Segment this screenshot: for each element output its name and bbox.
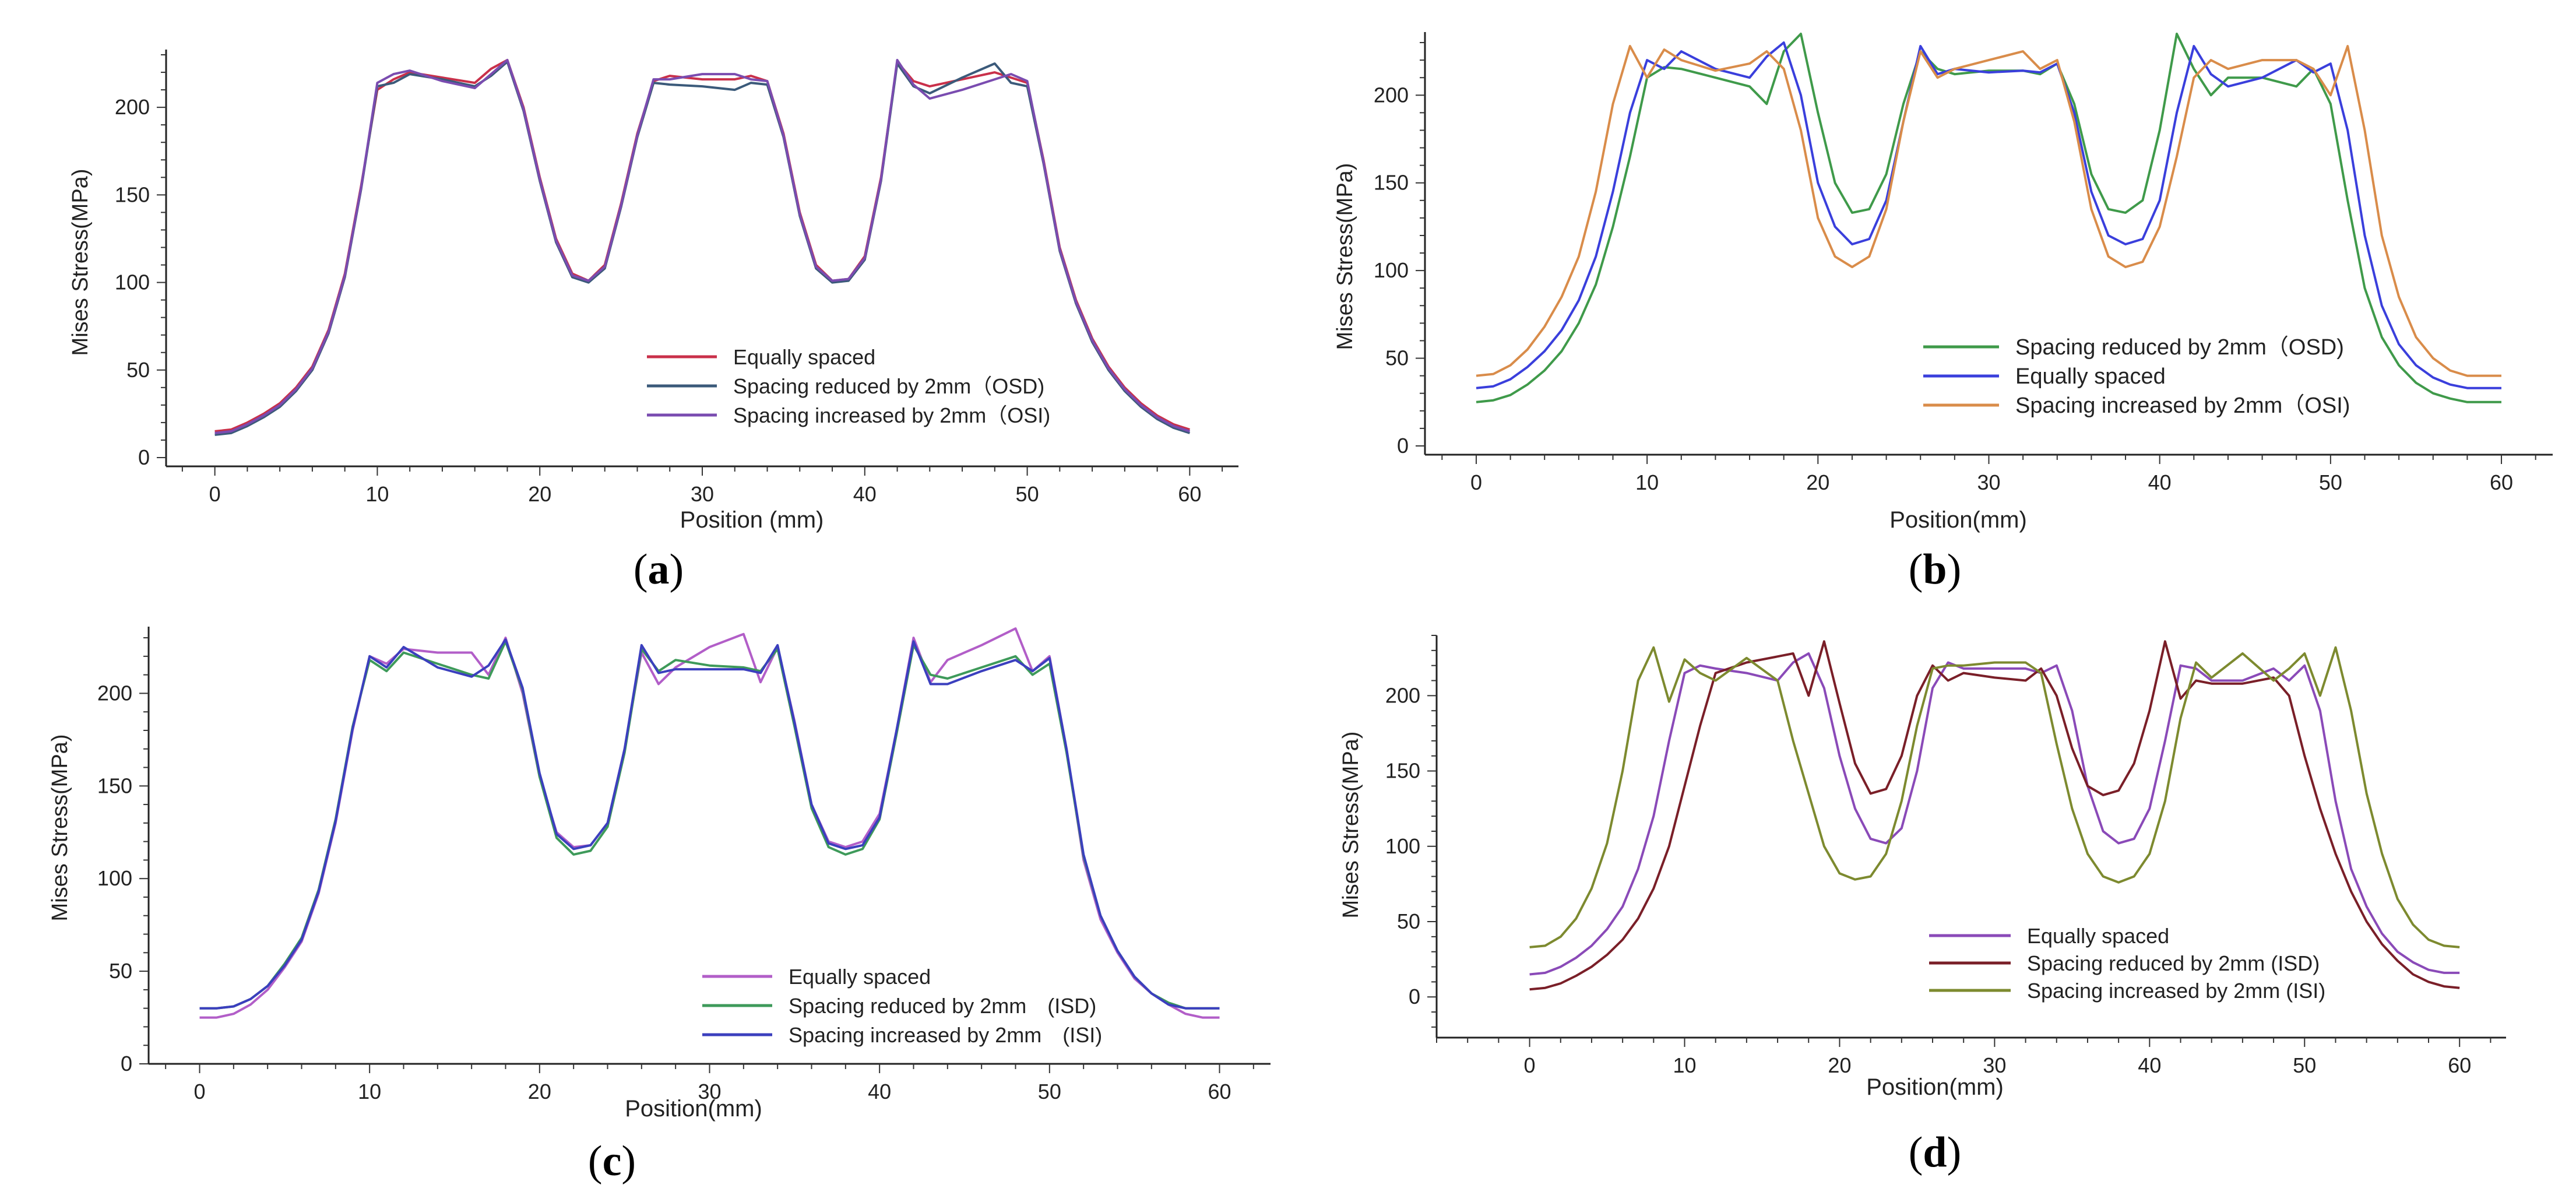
y-tick-label: 0 (121, 1052, 132, 1076)
series-line-2 (1476, 41, 2501, 389)
legend-label-1: Spacing reduced by 2mm（OSD) (2015, 335, 2344, 360)
x-tick-label: 30 (1983, 1053, 2006, 1077)
y-tick-label: 200 (1385, 683, 1420, 707)
y-tick-label: 0 (1397, 434, 1409, 458)
y-tick-label: 50 (109, 959, 132, 983)
y-tick-label: 150 (115, 182, 150, 206)
y-tick-label: 50 (126, 358, 150, 382)
y-axis-title: Mises Stress(MPa) (48, 734, 72, 922)
y-tick-label: 0 (138, 445, 150, 469)
y-tick-label: 150 (1374, 171, 1409, 195)
x-axis-title: Position(mm) (1889, 507, 2027, 533)
y-tick-label: 0 (1409, 985, 1420, 1008)
x-tick-label: 10 (358, 1080, 381, 1103)
y-tick-label: 100 (1374, 258, 1409, 282)
series-line-1 (199, 627, 1220, 1019)
x-tick-label: 50 (1016, 482, 1039, 506)
series-line-2 (1529, 640, 2460, 991)
y-axis-title: Mises Stress(MPa) (68, 169, 93, 356)
x-tick-label: 50 (1038, 1080, 1061, 1103)
x-tick-label: 30 (1977, 470, 2000, 494)
x-tick-label: 30 (698, 1080, 721, 1103)
series-line-3 (1476, 45, 2501, 377)
legend-label-1: Equally spaced (2027, 924, 2169, 948)
x-tick-label: 30 (691, 482, 714, 506)
x-axis-title: Position (mm) (680, 507, 824, 533)
series-line-1 (1529, 652, 2460, 976)
y-axis-title: Mises Stress(MPa) (1333, 163, 1357, 350)
y-tick-label: 50 (1397, 909, 1420, 933)
series-line-2 (199, 640, 1220, 1010)
x-tick-label: 50 (2293, 1053, 2316, 1077)
x-tick-label: 60 (1178, 482, 1201, 506)
series-line-1 (1476, 33, 2501, 403)
y-tick-label: 200 (97, 681, 132, 705)
legend-label-2: Spacing reduced by 2mm（OSD) (733, 374, 1044, 398)
x-tick-label: 40 (868, 1080, 891, 1103)
y-tick-label: 150 (1385, 759, 1420, 783)
x-tick-label: 20 (528, 1080, 551, 1103)
series-line-3 (1529, 646, 2460, 948)
series-line-3 (199, 638, 1220, 1010)
caption-a: (a) (633, 546, 684, 593)
series-line-3 (214, 59, 1191, 434)
x-tick-label: 10 (365, 482, 389, 506)
y-tick-label: 200 (115, 95, 150, 119)
y-tick-label: 50 (1385, 346, 1409, 370)
x-tick-label: 50 (2319, 470, 2342, 494)
x-tick-label: 20 (1828, 1053, 1851, 1077)
caption-d: (d) (1908, 1129, 1962, 1176)
caption-b: (b) (1908, 546, 1962, 593)
x-tick-label: 0 (209, 482, 221, 506)
x-tick-label: 10 (1635, 470, 1659, 494)
x-tick-label: 20 (1806, 470, 1829, 494)
chart-d: 0 10 20 30 40 50 60 0 50 100 150 200 Position(mm) Mis… (1339, 635, 2506, 1100)
x-tick-label: 60 (2448, 1053, 2471, 1077)
legend-label-2: Spacing reduced by 2mm (ISD) (789, 994, 1096, 1018)
x-axis-title: Position(mm) (1866, 1074, 2004, 1100)
legend-label-2: Equally spaced (2015, 364, 2166, 389)
chart-a: 0 10 20 30 40 50 60 0 50 100 150 200 Position (mm) Mi… (68, 50, 1238, 533)
x-tick-label: 60 (2490, 470, 2513, 494)
legend-label-3: Spacing increased by 2mm（OSI) (2015, 393, 2350, 418)
legend-label-2: Spacing reduced by 2mm (ISD) (2027, 951, 2320, 975)
chart-b: 0 10 20 30 40 50 60 0 50 100 150 200 Position(mm) Mis… (1333, 32, 2553, 533)
x-tick-label: 20 (528, 482, 551, 506)
chart-c: 0 10 20 30 40 50 60 0 50 100 150 200 Position(mm) Mis… (48, 627, 1271, 1122)
y-tick-label: 150 (97, 774, 132, 797)
y-axis-title: Mises Stress(MPa) (1339, 732, 1363, 919)
y-tick-label: 100 (1385, 834, 1420, 858)
x-tick-label: 40 (2138, 1053, 2161, 1077)
x-tick-label: 40 (2148, 470, 2172, 494)
caption-c: (c) (587, 1137, 636, 1185)
x-tick-label: 0 (193, 1080, 205, 1103)
x-tick-label: 0 (1524, 1053, 1536, 1077)
legend-label-3: Spacing increased by 2mm (ISI) (789, 1023, 1102, 1047)
x-tick-label: 10 (1673, 1053, 1696, 1077)
x-axis-title: Position(mm) (625, 1096, 762, 1122)
x-tick-label: 60 (1208, 1080, 1231, 1103)
y-tick-label: 100 (97, 866, 132, 890)
y-tick-label: 200 (1374, 83, 1409, 107)
legend-label-1: Equally spaced (733, 345, 875, 369)
legend-label-1: Equally spaced (789, 965, 931, 989)
x-tick-label: 40 (853, 482, 877, 506)
legend-label-3: Spacing increased by 2mm (ISI) (2027, 979, 2325, 1003)
x-tick-label: 0 (1470, 470, 1482, 494)
y-tick-label: 100 (115, 270, 150, 294)
legend-label-3: Spacing increased by 2mm（OSI) (733, 403, 1050, 427)
